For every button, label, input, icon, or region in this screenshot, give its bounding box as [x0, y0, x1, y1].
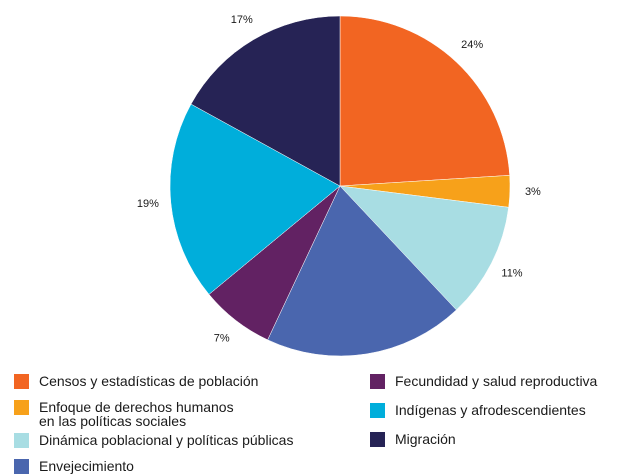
slice-value-label: 24% [461, 39, 483, 51]
legend-label: Indígenas y afrodescendientes [395, 402, 586, 418]
pie-slice [267, 185, 457, 357]
legend-item-envejecimiento: Envejecimiento [14, 459, 134, 474]
legend-item-enfoque: Enfoque de derechos humanos en las polít… [14, 400, 234, 428]
pie-slice [339, 15, 510, 187]
pie-chart: 24%3%11%19%7%19%17% [137, 14, 541, 357]
pie-slice [339, 185, 509, 311]
legend-label: Censos y estadísticas de población [39, 373, 259, 389]
slice-value-label: 19% [137, 198, 159, 210]
legend-swatch [14, 400, 29, 415]
slice-value-label: 17% [231, 14, 253, 26]
legend-label: Migración [395, 431, 456, 447]
legend-swatch [370, 403, 385, 418]
legend: Censos y estadísticas de población Enfoq… [14, 374, 631, 475]
legend-item-fecundidad: Fecundidad y salud reproductiva [370, 374, 597, 389]
legend-swatch [370, 432, 385, 447]
legend-item-censos: Censos y estadísticas de población [14, 374, 258, 389]
slice-value-label: 11% [501, 268, 522, 280]
pie-slice [190, 15, 341, 187]
legend-swatch [370, 374, 385, 389]
legend-swatch [14, 374, 29, 389]
slice-value-label: 3% [525, 186, 541, 198]
legend-swatch [14, 433, 29, 448]
legend-swatch [14, 459, 29, 474]
legend-item-dinamica: Dinámica poblacional y políticas pública… [14, 433, 293, 448]
pie-slice [169, 103, 341, 295]
legend-label: Dinámica poblacional y políticas pública… [39, 432, 294, 448]
legend-item-migracion: Migración [370, 432, 456, 447]
legend-label: Enfoque de derechos humanos en las polít… [39, 399, 234, 429]
slice-value-label: 7% [214, 332, 230, 344]
legend-item-indigenas: Indígenas y afrodescendientes [370, 403, 586, 418]
legend-label: Envejecimiento [39, 458, 134, 474]
legend-label: Fecundidad y salud reproductiva [395, 373, 598, 389]
